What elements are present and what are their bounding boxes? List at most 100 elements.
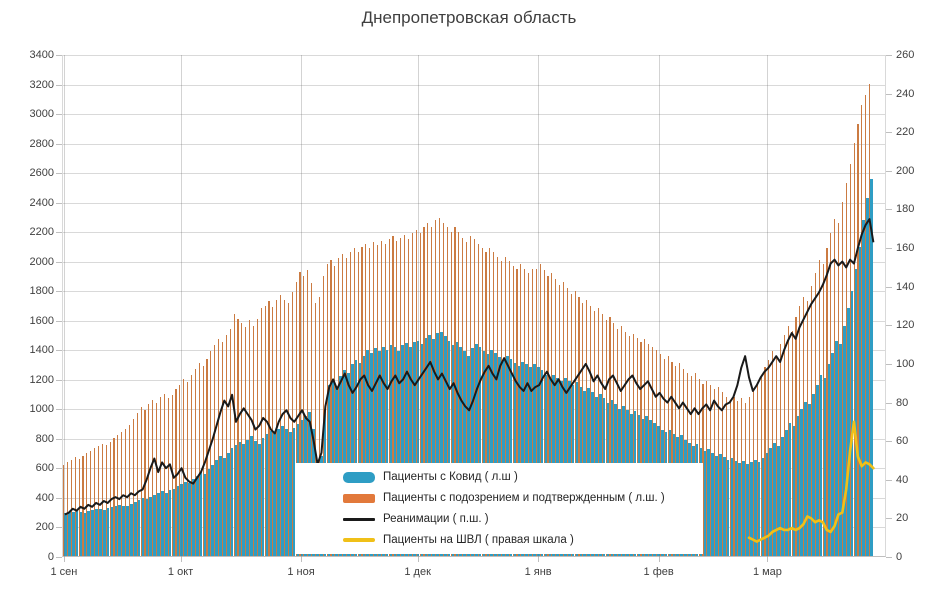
legend-swatch bbox=[343, 538, 375, 542]
day-slot bbox=[101, 55, 106, 556]
suspected-bar bbox=[559, 284, 561, 556]
suspected-bar bbox=[369, 248, 371, 556]
suspected-bar bbox=[140, 407, 142, 556]
h-gridline bbox=[62, 232, 886, 234]
day-slot bbox=[714, 55, 718, 556]
covid-bar bbox=[784, 430, 788, 556]
h-gridline bbox=[62, 84, 886, 86]
day-slot bbox=[388, 55, 393, 556]
day-slot bbox=[260, 55, 265, 556]
suspected-bar bbox=[396, 240, 398, 556]
day-slot bbox=[218, 55, 222, 556]
covid-bar bbox=[71, 511, 75, 556]
covid-bar bbox=[130, 503, 133, 556]
day-slot bbox=[117, 55, 122, 556]
suspected-bar bbox=[318, 296, 320, 556]
suspected-bar bbox=[760, 374, 762, 556]
left-axis-tick bbox=[56, 202, 62, 204]
suspected-bar bbox=[97, 446, 100, 556]
x-axis-label: 1 фев bbox=[643, 566, 674, 578]
suspected-bar bbox=[70, 459, 72, 556]
suspected-bar bbox=[291, 292, 293, 556]
month-gridline bbox=[417, 55, 419, 557]
day-slot bbox=[500, 55, 505, 556]
covid-bar bbox=[777, 446, 780, 556]
left-axis-tick bbox=[56, 438, 62, 440]
covid-bar bbox=[486, 354, 490, 556]
suspected-bar bbox=[535, 268, 537, 556]
day-slot bbox=[799, 55, 804, 556]
covid-bar bbox=[711, 452, 714, 556]
suspected-bar bbox=[500, 261, 503, 556]
suspected-bar bbox=[752, 389, 754, 556]
suspected-bar bbox=[260, 308, 262, 556]
h-gridline bbox=[62, 173, 886, 175]
covid-bar bbox=[432, 338, 435, 556]
month-gridline bbox=[767, 55, 769, 557]
covid-bar bbox=[866, 197, 869, 556]
suspected-bar bbox=[799, 305, 801, 556]
month-gridline bbox=[180, 55, 182, 557]
day-slot bbox=[733, 55, 738, 556]
covid-bar bbox=[719, 453, 722, 556]
x-axis-label: 1 дек bbox=[404, 566, 431, 578]
covid-bar bbox=[91, 509, 94, 556]
covid-bar bbox=[219, 455, 222, 556]
day-slot bbox=[357, 55, 362, 556]
covid-bar bbox=[188, 482, 191, 556]
day-slot bbox=[814, 55, 819, 556]
day-slot bbox=[384, 55, 389, 556]
covid-bar bbox=[362, 355, 366, 556]
suspected-bar bbox=[520, 264, 522, 556]
day-slot bbox=[834, 55, 838, 556]
day-slot bbox=[268, 55, 273, 556]
covid-bar bbox=[366, 349, 370, 556]
suspected-bar bbox=[454, 227, 456, 556]
suspected-bar bbox=[717, 386, 720, 556]
covid-bar bbox=[257, 444, 261, 556]
day-slot bbox=[400, 55, 404, 556]
suspected-bar bbox=[125, 429, 127, 556]
covid-bar bbox=[703, 451, 707, 556]
suspected-bar bbox=[768, 360, 770, 556]
day-slot bbox=[380, 55, 385, 556]
ventilator-line bbox=[747, 420, 875, 543]
right-axis-label: 240 bbox=[896, 87, 915, 100]
suspected-bar bbox=[446, 227, 448, 556]
day-slot bbox=[291, 55, 296, 556]
covid-bar bbox=[447, 340, 451, 556]
suspected-bar bbox=[632, 333, 634, 556]
suspected-bar bbox=[593, 311, 596, 556]
suspected-bar bbox=[357, 252, 359, 556]
suspected-bar bbox=[90, 450, 92, 556]
legend-label: Реанимации ( п.ш. ) bbox=[383, 513, 489, 525]
covid-bar bbox=[823, 377, 827, 556]
covid-bar bbox=[269, 430, 273, 556]
day-slot bbox=[214, 55, 218, 556]
day-slot bbox=[121, 55, 125, 556]
day-slot bbox=[427, 55, 432, 556]
covid-bar bbox=[176, 486, 180, 556]
day-slot bbox=[423, 55, 428, 556]
covid-bar bbox=[374, 348, 377, 556]
covid-bar bbox=[490, 349, 494, 556]
suspected-bar bbox=[353, 248, 355, 556]
day-slot bbox=[202, 55, 207, 556]
suspected-bar bbox=[531, 268, 534, 556]
suspected-bar bbox=[334, 265, 336, 556]
covid-bar bbox=[350, 364, 354, 556]
suspected-bar bbox=[435, 220, 437, 556]
covid-bar bbox=[498, 357, 501, 556]
suspected-bar bbox=[748, 396, 751, 556]
day-slot bbox=[167, 55, 172, 556]
suspected-bar bbox=[504, 256, 506, 556]
left-axis-tick bbox=[56, 379, 62, 381]
left-axis-tick bbox=[56, 143, 62, 145]
day-slot bbox=[183, 55, 187, 556]
suspected-bar bbox=[779, 343, 782, 556]
covid-bar bbox=[234, 444, 238, 556]
covid-bar bbox=[502, 360, 505, 556]
covid-bar bbox=[199, 472, 203, 556]
covid-bar bbox=[420, 343, 424, 556]
suspected-bar bbox=[818, 259, 820, 556]
